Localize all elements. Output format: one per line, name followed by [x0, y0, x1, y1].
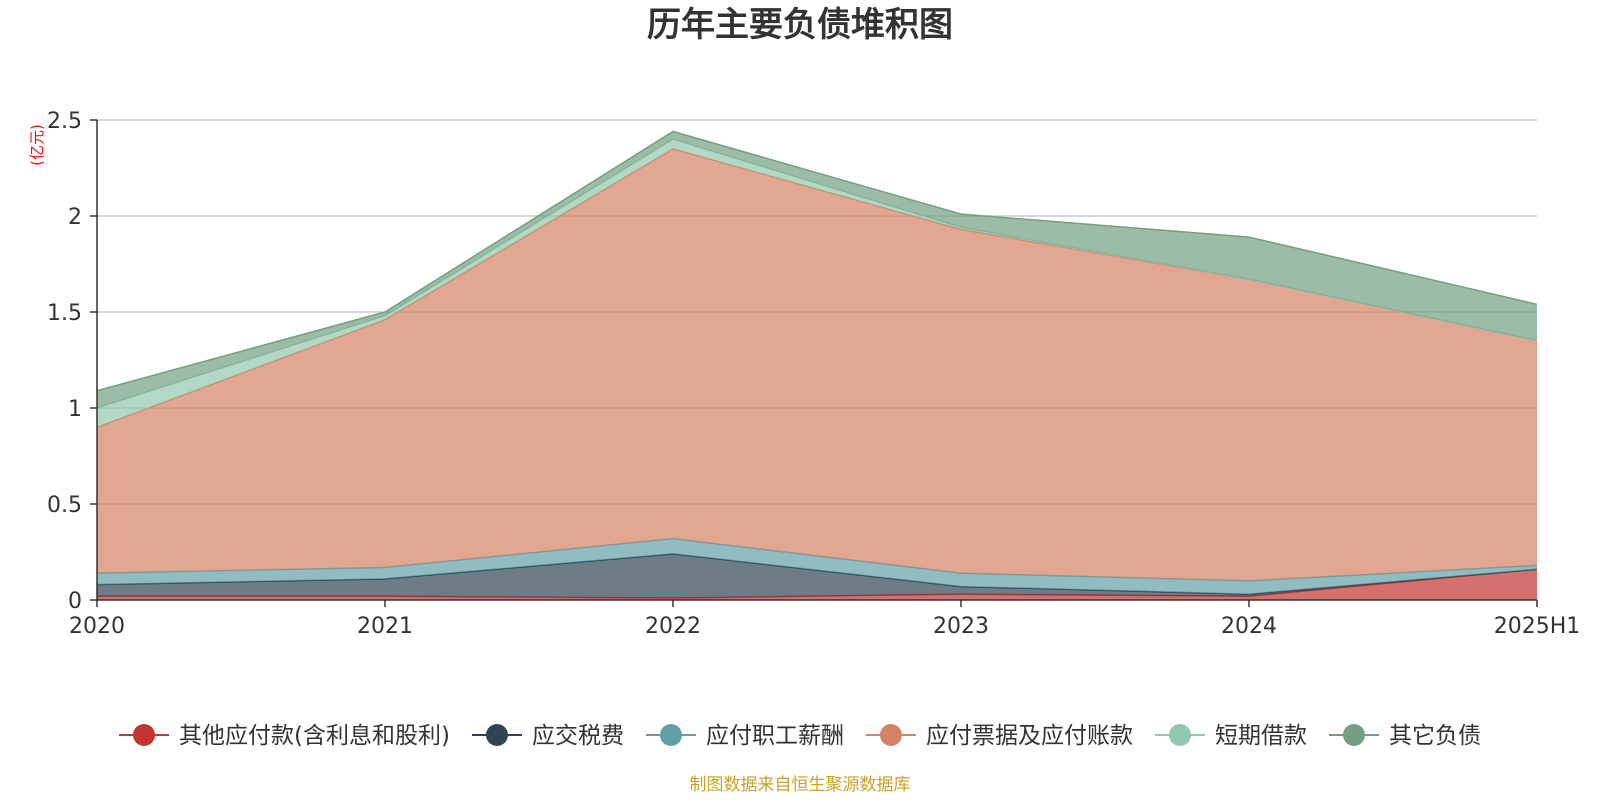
legend-circle-icon — [1168, 724, 1191, 746]
legend-label: 应付票据及应付账款 — [926, 723, 1133, 749]
legend-label: 其它负债 — [1389, 723, 1481, 749]
legend-circle-icon — [485, 724, 508, 746]
legend-label: 应付职工薪酬 — [706, 723, 844, 749]
legend-label: 短期借款 — [1215, 723, 1307, 749]
series-line-6 — [96, 130, 1538, 392]
y-axis-unit-label: (亿元) — [28, 124, 46, 166]
legend-item-6[interactable]: 其它负债 — [1328, 723, 1481, 749]
x-tick-label: 2024 — [1221, 614, 1277, 639]
x-tick-label: 2021 — [357, 614, 413, 639]
chart-title: 历年主要负债堆积图 — [647, 5, 953, 45]
area-series-4 — [97, 148, 1537, 581]
x-tick-label: 2023 — [933, 614, 989, 639]
y-tick-label: 0 — [68, 589, 82, 614]
area-series-6 — [97, 131, 1537, 408]
legend-circle-icon — [1342, 724, 1365, 746]
data-source-note: 制图数据来自恒生聚源数据库 — [690, 775, 911, 795]
legend-circle-icon — [659, 724, 682, 746]
x-tick-label: 2022 — [645, 614, 701, 639]
legend-label: 应交税费 — [532, 723, 624, 749]
y-tick-label: 1 — [68, 397, 82, 422]
y-tick-label: 1.5 — [47, 301, 82, 326]
y-tick-label: 2 — [68, 205, 82, 230]
legend[interactable]: 其他应付款(含利息和股利) 应交税费 应付职工薪酬 应付票据及应付账款 短期借款 其它负债 — [119, 723, 1481, 749]
area-series-3 — [97, 538, 1537, 595]
legend-circle-icon — [133, 724, 156, 746]
legend-item-5[interactable]: 短期借款 — [1154, 723, 1307, 749]
area-series-2 — [97, 553, 1537, 599]
legend-item-3[interactable]: 应付职工薪酬 — [645, 723, 844, 749]
legend-item-2[interactable]: 应交税费 — [471, 723, 624, 749]
x-tick-label: 2020 — [69, 614, 125, 639]
x-tick-label: 2025H1 — [1494, 614, 1581, 639]
legend-item-1[interactable]: 其他应付款(含利息和股利) — [119, 723, 450, 749]
legend-circle-icon — [879, 724, 902, 746]
axes: 0 0.5 1 1.5 2 2.5 2020 2021 2022 2023 2024 2025H1 — [47, 109, 1580, 639]
legend-label: 其他应付款(含利息和股利) — [179, 723, 450, 749]
legend-item-4[interactable]: 应付票据及应付账款 — [865, 723, 1133, 749]
y-tick-label: 2.5 — [47, 109, 82, 134]
y-tick-label: 0.5 — [47, 493, 82, 518]
area-series — [96, 130, 1538, 600]
